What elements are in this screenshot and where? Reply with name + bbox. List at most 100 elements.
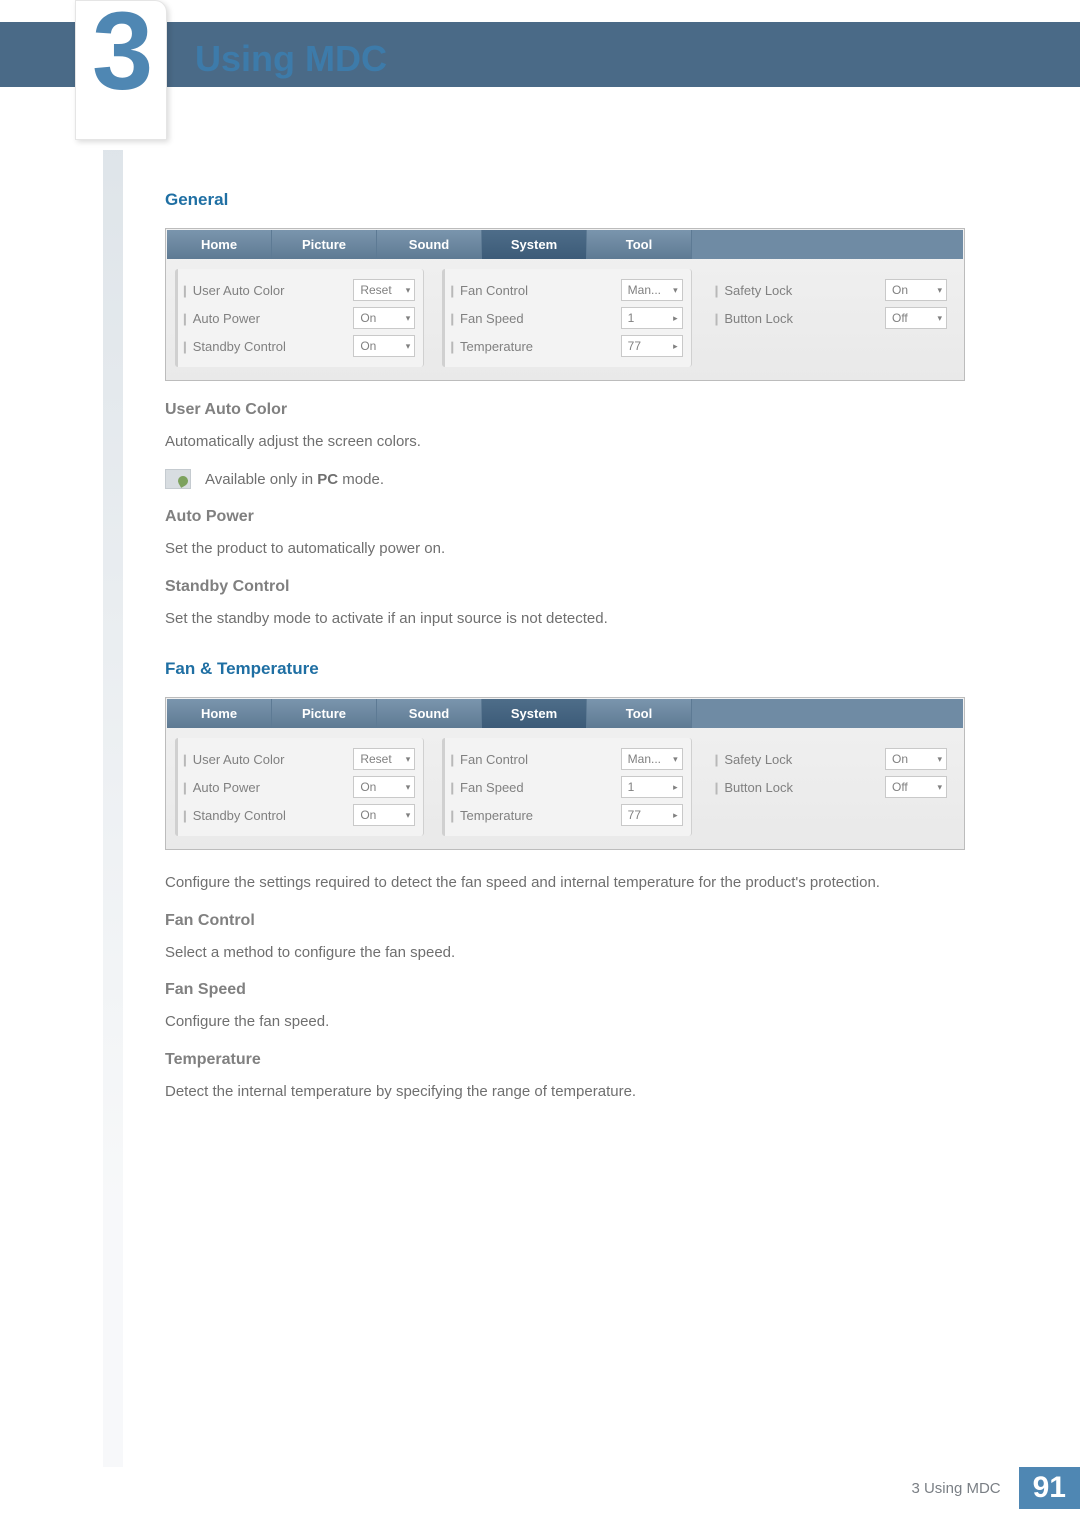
tab-home[interactable]: Home (167, 230, 272, 259)
button-lock-select[interactable]: Off▾ (885, 307, 947, 329)
fan-panel: Home Picture Sound System Tool User Auto… (165, 697, 965, 850)
auto-power-select[interactable]: On▾ (353, 307, 415, 329)
note-bold: PC (317, 471, 338, 488)
select-value: Man... (628, 752, 661, 766)
note-prefix: Available only in (205, 471, 317, 488)
panel-body: User Auto ColorReset▾ Auto PowerOn▾ Stan… (167, 728, 963, 848)
fan-speed-label: Fan Speed (451, 311, 523, 326)
panel-col-2: Fan ControlMan...▾ Fan Speed1▸ Temperatu… (442, 738, 691, 836)
panel-col-1: User Auto ColorReset▾ Auto PowerOn▾ Stan… (175, 738, 424, 836)
body-temperature: Detect the internal temperature by speci… (165, 1079, 965, 1105)
panel-col-1: User Auto Color Reset▾ Auto Power On ▾ Stan… (175, 269, 424, 367)
select-value: 1 (628, 311, 635, 325)
fan-control-select[interactable]: Man... ▾ (621, 748, 683, 770)
page-content: General Home Picture Sound System Tool U… (165, 190, 965, 1112)
safety-lock-select[interactable]: On ▾ (885, 748, 947, 770)
chevron-down-icon: ▾ (937, 754, 942, 765)
subhead-auto-power: Auto Power (165, 508, 965, 526)
select-value: Man... (628, 283, 661, 297)
section-title-fan: Fan & Temperature (165, 659, 965, 679)
fan-control-label: Fan Control (451, 752, 528, 767)
user-auto-color-label: User Auto Color (184, 283, 284, 298)
panel-col-3: Safety LockOn▾ Button LockOff▾ (710, 738, 955, 836)
section-title-general: General (165, 190, 965, 210)
standby-control-select[interactable]: On ▾ (353, 335, 415, 357)
select-value: Reset (360, 752, 391, 766)
fan-speed-input[interactable]: 1▸ (621, 776, 683, 798)
standby-control-select[interactable]: On ▾ (353, 804, 415, 826)
note-icon (165, 469, 191, 489)
auto-power-label: Auto Power (184, 780, 260, 795)
tab-sound[interactable]: Sound (377, 699, 482, 728)
subhead-fan-control: Fan Control (165, 912, 965, 930)
fan-intro-text: Configure the settings required to detec… (165, 870, 965, 896)
fan-speed-label: Fan Speed (451, 780, 523, 795)
tab-tool[interactable]: Tool (587, 699, 692, 728)
auto-power-label: Auto Power (184, 311, 260, 326)
tab-picture[interactable]: Picture (272, 230, 377, 259)
note-suffix: mode. (338, 471, 384, 488)
temperature-label: Temperature (451, 808, 533, 823)
tab-home[interactable]: Home (167, 699, 272, 728)
select-value: Off (892, 780, 908, 794)
page-number: 91 (1019, 1467, 1080, 1509)
left-margin-rule (103, 150, 123, 1467)
tab-system[interactable]: System (482, 699, 587, 728)
panel-body: User Auto Color Reset▾ Auto Power On ▾ Stan… (167, 259, 963, 379)
tab-sound[interactable]: Sound (377, 230, 482, 259)
chevron-down-icon: ▾ (937, 782, 942, 793)
chevron-down-icon: ▾ (937, 313, 942, 324)
chevron-down-icon: ▾ (406, 810, 411, 821)
select-value: 77 (628, 339, 641, 353)
select-value: On (360, 808, 376, 822)
select-value: On (892, 283, 908, 297)
fan-control-select[interactable]: Man...▾ (621, 279, 683, 301)
chevron-down-icon: ▾ (406, 754, 411, 765)
general-panel: Home Picture Sound System Tool User Auto… (165, 228, 965, 381)
select-value: 77 (628, 808, 641, 822)
safety-lock-label: Safety Lock (716, 283, 793, 298)
standby-control-label: Standby Control (184, 808, 286, 823)
tab-bar: Home Picture Sound System Tool (167, 230, 963, 259)
select-value: On (360, 339, 376, 353)
temperature-label: Temperature (451, 339, 533, 354)
chevron-right-icon: ▸ (673, 341, 678, 352)
fan-speed-input[interactable]: 1▸ (621, 307, 683, 329)
subhead-fan-speed: Fan Speed (165, 981, 965, 999)
temperature-input[interactable]: 77 ▸ (621, 335, 683, 357)
body-standby-control: Set the standby mode to activate if an i… (165, 606, 965, 632)
chapter-title: Using MDC (195, 38, 387, 80)
standby-control-label: Standby Control (184, 339, 286, 354)
subhead-standby-control: Standby Control (165, 578, 965, 596)
auto-power-select[interactable]: On ▾ (353, 776, 415, 798)
page-footer: 3 Using MDC 91 (911, 1467, 1080, 1509)
tab-tool[interactable]: Tool (587, 230, 692, 259)
chevron-down-icon: ▾ (406, 341, 411, 352)
tab-picture[interactable]: Picture (272, 699, 377, 728)
note-text: Available only in PC mode. (205, 467, 384, 493)
safety-lock-label: Safety Lock (716, 752, 793, 767)
safety-lock-select[interactable]: On ▾ (885, 279, 947, 301)
button-lock-select[interactable]: Off ▾ (885, 776, 947, 798)
select-value: 1 (628, 780, 635, 794)
chevron-down-icon: ▾ (673, 754, 678, 765)
chevron-down-icon: ▾ (937, 285, 942, 296)
chevron-right-icon: ▸ (673, 782, 678, 793)
body-fan-speed: Configure the fan speed. (165, 1009, 965, 1035)
panel-col-3: Safety LockOn▾ Button LockOff▾ (710, 269, 955, 367)
chevron-down-icon: ▾ (406, 782, 411, 793)
footer-text: 3 Using MDC (911, 1480, 1000, 1497)
user-auto-color-select[interactable]: Reset ▾ (353, 748, 415, 770)
select-value: On (360, 780, 376, 794)
chevron-down-icon: ▾ (406, 285, 411, 296)
tab-bar: Home Picture Sound System Tool (167, 699, 963, 728)
note-pc-mode: Available only in PC mode. (165, 467, 965, 493)
subhead-temperature: Temperature (165, 1051, 965, 1069)
chevron-right-icon: ▸ (673, 810, 678, 821)
user-auto-color-select[interactable]: Reset▾ (353, 279, 415, 301)
tab-system[interactable]: System (482, 230, 587, 259)
select-value: On (360, 311, 376, 325)
select-value: On (892, 752, 908, 766)
body-user-auto-color: Automatically adjust the screen colors. (165, 429, 965, 455)
temperature-input[interactable]: 77 ▸ (621, 804, 683, 826)
